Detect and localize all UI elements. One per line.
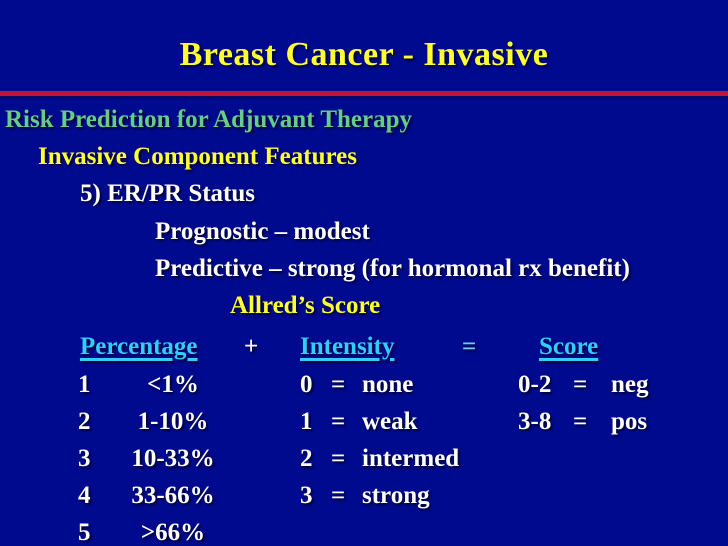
table-row: 1 <1% 0 = none 0-2 = neg xyxy=(0,370,728,402)
intensity-label: strong xyxy=(362,482,430,509)
col-header-percentage: Percentage xyxy=(80,333,198,360)
percentage-range: 33-66% xyxy=(131,482,215,509)
bullet-predictive: Predictive – strong (for hormonal rx ben… xyxy=(155,255,630,282)
equals-sign: = xyxy=(331,408,346,435)
intensity-value: 2 xyxy=(300,445,313,472)
col-header-score: Score xyxy=(539,333,599,360)
equals-operator: = xyxy=(462,333,477,360)
score-range: 3-8 xyxy=(518,408,552,435)
percentage-value: 1 xyxy=(78,371,91,398)
equals-sign: = xyxy=(331,482,346,509)
intensity-label: none xyxy=(362,371,414,398)
intensity-label: intermed xyxy=(362,445,460,472)
percentage-value: 5 xyxy=(78,519,91,546)
plus-operator: + xyxy=(244,333,259,360)
percentage-value: 2 xyxy=(78,408,91,435)
title-divider-line xyxy=(0,91,728,96)
intensity-value: 0 xyxy=(300,371,313,398)
equals-sign: = xyxy=(573,371,588,398)
equals-sign: = xyxy=(331,371,346,398)
percentage-range: 1-10% xyxy=(137,408,209,435)
score-table-header-row: Percentage + Intensity = Score xyxy=(0,332,728,364)
bullet-risk-prediction: Risk Prediction for Adjuvant Therapy xyxy=(5,106,412,133)
slide-title: Breast Cancer - Invasive xyxy=(179,36,549,73)
equals-sign: = xyxy=(573,408,588,435)
percentage-value: 3 xyxy=(78,445,91,472)
intensity-value: 1 xyxy=(300,408,313,435)
percentage-range: >66% xyxy=(140,519,206,546)
bullet-invasive-features: Invasive Component Features xyxy=(38,143,357,170)
percentage-value: 4 xyxy=(78,482,91,509)
table-row: 5 >66% xyxy=(0,518,728,546)
bullet-allred-score: Allred’s Score xyxy=(230,292,381,319)
table-row: 2 1-10% 1 = weak 3-8 = pos xyxy=(0,407,728,439)
table-row: 3 10-33% 2 = intermed xyxy=(0,444,728,476)
intensity-label: weak xyxy=(362,408,418,435)
equals-sign: = xyxy=(331,445,346,472)
score-label: pos xyxy=(611,408,648,435)
score-label: neg xyxy=(611,371,649,398)
bullet-prognostic: Prognostic – modest xyxy=(155,218,370,245)
bullet-erpr-status: 5) ER/PR Status xyxy=(80,180,256,207)
percentage-range: 10-33% xyxy=(131,445,215,472)
col-header-intensity: Intensity xyxy=(300,333,395,360)
percentage-range: <1% xyxy=(147,371,199,398)
table-row: 4 33-66% 3 = strong xyxy=(0,481,728,513)
score-range: 0-2 xyxy=(518,371,552,398)
intensity-value: 3 xyxy=(300,482,313,509)
